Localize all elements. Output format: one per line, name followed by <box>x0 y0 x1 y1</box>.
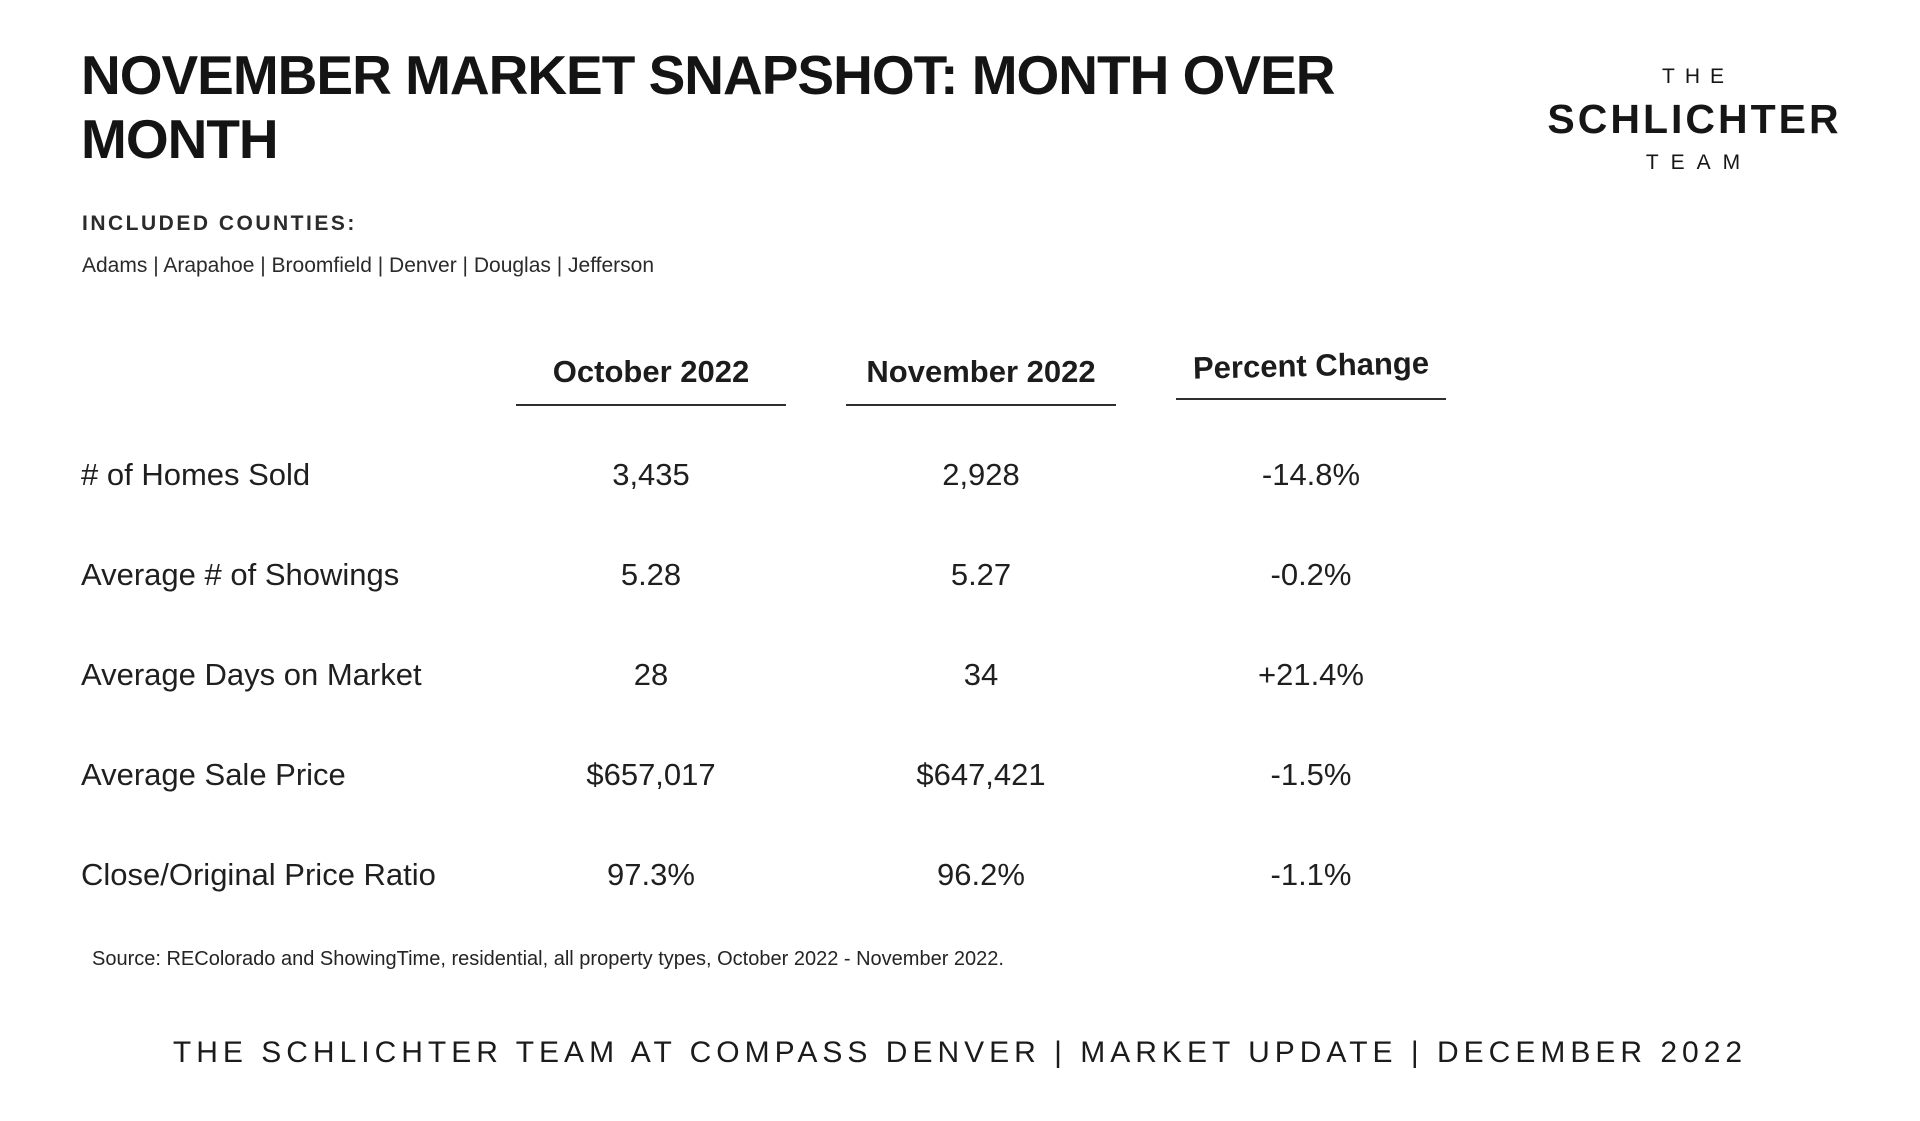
cell-november-value: 5.27 <box>950 557 1012 592</box>
column-header-percent-change: Percent Change <box>1176 345 1446 400</box>
source-note: Source: REColorado and ShowingTime, resi… <box>92 948 1004 970</box>
page-title: NOVEMBER MARKET SNAPSHOT: MONTH OVER MON… <box>81 44 1336 170</box>
included-counties-label: INCLUDED COUNTIES: <box>82 212 357 235</box>
column-header-label: Percent Change <box>1192 345 1430 386</box>
table-row-homes-sold: # of Homes Sold 3,435 2,928 -14.8% <box>81 425 1446 525</box>
cell-percent-change-value: -0.2% <box>1270 557 1352 592</box>
column-header-november-2022: November 2022 <box>846 354 1116 406</box>
cell-october-value: 5.28 <box>620 557 682 592</box>
cell-percent-change-value: -1.1% <box>1270 857 1352 892</box>
cell-november-value: $647,421 <box>916 757 1046 792</box>
logo-word-schlichter: SCHLICHTER <box>1547 96 1842 142</box>
table-header-row: October 2022 November 2022 Percent Chang… <box>81 340 1446 425</box>
table-row-avg-days-on-market: Average Days on Market 28 34 +21.4% <box>81 625 1446 725</box>
row-label: # of Homes Sold <box>81 457 311 492</box>
cell-october-value: 97.3% <box>607 857 695 892</box>
schlichter-team-logo: THE SCHLICHTER TEAM <box>1525 64 1861 176</box>
column-header-label: November 2022 <box>866 354 1096 389</box>
cell-october-value: 28 <box>633 657 669 692</box>
table-row-close-original-price-ratio: Close/Original Price Ratio 97.3% 96.2% -… <box>81 825 1446 925</box>
logo-word-the: THE <box>1662 65 1734 88</box>
market-comparison-table: October 2022 November 2022 Percent Chang… <box>81 340 1446 925</box>
cell-october-value: $657,017 <box>586 757 716 792</box>
row-label: Average Sale Price <box>81 757 346 792</box>
cell-october-value: 3,435 <box>612 457 690 492</box>
included-counties-list: Adams | Arapahoe | Broomfield | Denver |… <box>82 254 655 277</box>
column-header-october-2022: October 2022 <box>516 354 786 406</box>
column-header-label: October 2022 <box>552 354 750 389</box>
cell-percent-change-value: -14.8% <box>1261 457 1361 492</box>
logo-word-team: TEAM <box>1645 151 1753 174</box>
cell-november-value: 34 <box>963 657 999 692</box>
cell-november-value: 2,928 <box>942 457 1020 492</box>
cell-percent-change-value: +21.4% <box>1257 657 1364 692</box>
row-label: Close/Original Price Ratio <box>81 857 436 892</box>
table-row-avg-sale-price: Average Sale Price $657,017 $647,421 -1.… <box>81 725 1446 825</box>
row-label: Average Days on Market <box>81 657 422 692</box>
cell-november-value: 96.2% <box>937 857 1025 892</box>
footer-banner: THE SCHLICHTER TEAM AT COMPASS DENVER | … <box>172 1036 1748 1069</box>
table-row-avg-showings: Average # of Showings 5.28 5.27 -0.2% <box>81 525 1446 625</box>
cell-percent-change-value: -1.5% <box>1270 757 1352 792</box>
row-label: Average # of Showings <box>81 557 400 592</box>
